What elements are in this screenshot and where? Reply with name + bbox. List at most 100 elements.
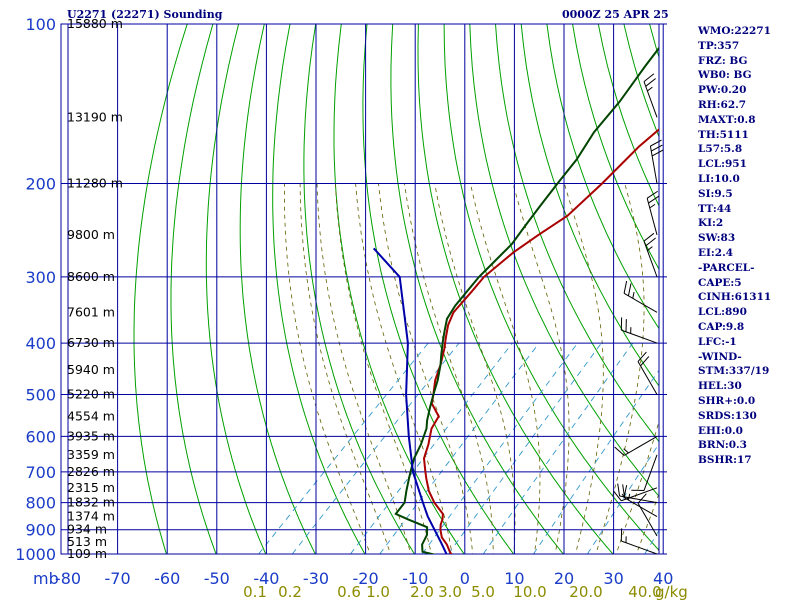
mixing-ratio-line (482, 342, 634, 554)
dry-adiabat (495, 24, 659, 443)
height-label: 15880 m (67, 16, 123, 31)
index-line: LCL:890 (698, 306, 747, 319)
height-label: 1832 m (67, 495, 115, 510)
pressure-tick-label: 200 (25, 175, 56, 194)
mixing-ratio-label: 3.0 (438, 583, 462, 600)
index-line: BSHR:17 (698, 454, 752, 467)
dry-adiabat (546, 24, 659, 330)
wind-barb (649, 139, 664, 184)
moist-adiabat (299, 183, 391, 554)
index-line: SW:83 (698, 232, 736, 245)
moist-adiabat (404, 183, 494, 554)
wind-barb (643, 73, 658, 118)
dry-adiabat (303, 24, 416, 554)
temp-tick-label: 30 (603, 569, 623, 588)
index-line: EI:2.4 (698, 246, 734, 259)
temp-tick-label: -50 (204, 569, 230, 588)
temp-tick-label: -60 (154, 569, 180, 588)
height-label: 5940 m (67, 362, 115, 377)
stability-indices-panel: WMO:22271 TP:357 FRZ: BG WB0: BG PW:0.20 RH:6… (698, 24, 771, 468)
dry-adiabat (443, 24, 659, 551)
height-label: 934 m (67, 522, 107, 537)
index-line: HEL:30 (698, 380, 742, 393)
dry-adiabat (272, 24, 366, 554)
temp-tick-label: -80 (55, 569, 81, 588)
mixing-ratio-line (258, 342, 429, 554)
index-line: WB0: BG (698, 69, 752, 82)
mixing-ratio-label: 1.0 (366, 583, 390, 600)
index-line: CAP:9.8 (698, 320, 745, 333)
index-line: KI:2 (698, 217, 724, 230)
pressure-tick-label: 500 (25, 385, 56, 404)
height-label: 6730 m (67, 335, 115, 350)
pressure-tick-label: 900 (25, 521, 56, 540)
pressure-tick-label: 600 (25, 427, 56, 446)
index-line: BRN:0.3 (698, 439, 747, 452)
dry-adiabat (417, 24, 614, 554)
height-label: 8600 m (67, 269, 115, 284)
height-label: 513 m (67, 534, 107, 549)
index-line: LCL:951 (698, 158, 747, 171)
index-line: MAXT:0.8 (698, 113, 756, 126)
sounding-datetime: 0000Z 25 APR 25 (562, 8, 669, 21)
wind-barb (646, 190, 660, 236)
mixing-ratio-line (448, 342, 602, 554)
wind-barb (643, 232, 658, 278)
height-label: 4554 m (67, 408, 115, 423)
index-line: LI:10.0 (698, 172, 740, 185)
height-label: 5220 m (67, 386, 115, 401)
index-line: TT:44 (698, 202, 732, 215)
index-line: TH:5111 (698, 128, 749, 141)
mixing-ratio-label: 5.0 (471, 583, 495, 600)
dry-adiabat (333, 24, 465, 554)
index-line: SHR+:0.0 (698, 394, 756, 407)
mixing-ratio-line (291, 342, 460, 554)
dry-adiabat (239, 24, 316, 554)
height-label: 11280 m (67, 176, 123, 191)
wind-barb (637, 351, 658, 395)
wind-barb (614, 435, 658, 456)
index-line: STM:337/19 (698, 365, 770, 378)
dry-adiabat (133, 24, 188, 554)
wind-barb (637, 493, 658, 537)
height-label: 3359 m (67, 447, 115, 462)
height-label: 9800 m (67, 227, 115, 242)
mixing-ratio-unit: g/kg (655, 583, 688, 600)
height-label: 2315 m (67, 480, 115, 495)
pressure-tick-label: 1000 (15, 545, 56, 564)
moist-adiabat (635, 492, 659, 554)
height-label: 3935 m (67, 428, 115, 443)
moist-adiabat (355, 183, 453, 554)
dry-adiabat (205, 24, 267, 554)
pressure-unit-label: mb (33, 569, 59, 588)
temp-tick-label: 20 (554, 569, 574, 588)
temp-tick-label: 40 (653, 569, 673, 588)
height-label: 109 m (67, 546, 107, 561)
pressure-tick-label: 100 (25, 15, 56, 34)
index-line: WMO:22271 (698, 25, 771, 37)
wind-barb (620, 528, 658, 555)
temp-tick-label: -20 (353, 569, 379, 588)
index-line: SRDS:130 (698, 409, 757, 422)
moist-adiabat (470, 183, 541, 554)
moist-adiabat (334, 183, 432, 554)
dry-adiabat (778, 24, 800, 565)
index-line: -WIND- (698, 350, 742, 363)
station-title: U2271 (22271) Sounding (67, 8, 223, 21)
dry-adiabat (520, 24, 659, 387)
mixing-ratio-label: 10.0 (513, 583, 546, 600)
temp-tick-label: -30 (303, 569, 329, 588)
moist-adiabat (563, 183, 604, 554)
moist-adiabat (595, 183, 645, 554)
temp-tick-label: 10 (504, 569, 524, 588)
mixing-ratio-label: 0.1 (243, 583, 267, 600)
height-label: 1374 m (67, 509, 115, 524)
temp-tick-label: -40 (253, 569, 279, 588)
index-line: PW:0.20 (698, 84, 747, 97)
mixing-ratio-label: 0.6 (337, 583, 361, 600)
moist-adiabat (434, 183, 516, 554)
pressure-tick-label: 800 (25, 494, 56, 513)
moist-adiabat (284, 183, 371, 554)
mixing-ratio-label: 0.2 (278, 583, 302, 600)
moist-adiabat (512, 183, 570, 554)
